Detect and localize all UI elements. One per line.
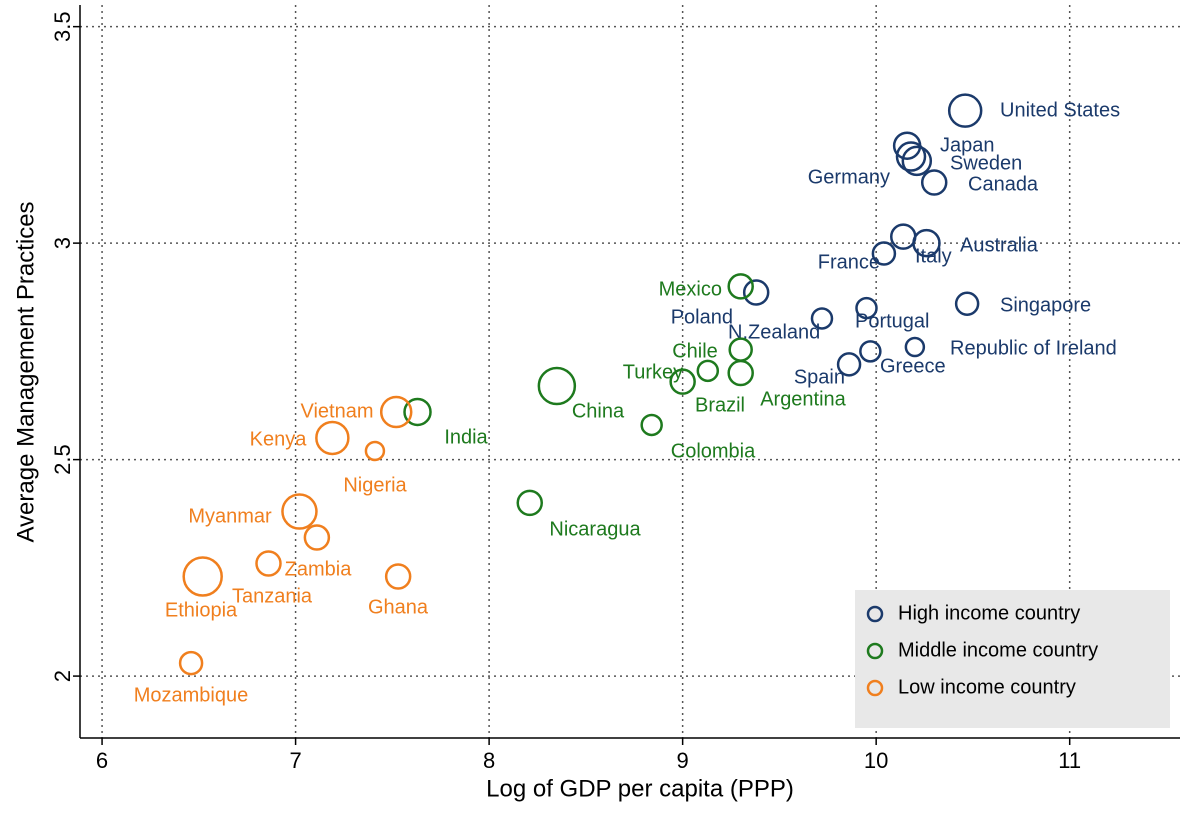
bubble [871, 241, 897, 266]
data-label: Sweden [950, 152, 1022, 174]
x-axis-title: Log of GDP per capita (PPP) [486, 775, 794, 802]
x-tick-label: 10 [864, 748, 888, 773]
data-label: Spain [794, 366, 845, 388]
data-label: Ghana [368, 596, 429, 618]
bubble [537, 366, 577, 406]
bubble [281, 493, 318, 530]
data-label: Japan [940, 134, 995, 156]
data-label: Colombia [671, 440, 756, 462]
x-tick-label: 6 [96, 748, 108, 773]
data-label: Canada [968, 173, 1039, 195]
bubble [384, 563, 412, 590]
data-label: Nigeria [343, 474, 407, 496]
data-label: Vietnam [300, 400, 373, 422]
x-tick-label: 9 [677, 748, 689, 773]
legend-marker [866, 679, 884, 697]
data-label: Zambia [285, 558, 353, 580]
bubble [255, 550, 282, 577]
bubble [836, 352, 862, 377]
bubble [912, 228, 941, 258]
data-label: Singapore [1000, 294, 1091, 316]
data-label: Italy [915, 245, 952, 267]
legend-label: Low income country [898, 676, 1076, 698]
data-label: N.Zealand [728, 321, 820, 343]
data-label: United States [1000, 99, 1120, 121]
data-label: Nicaragua [549, 518, 641, 540]
data-label: Brazil [695, 394, 745, 416]
legend-marker [866, 605, 884, 623]
bubble [810, 307, 834, 330]
data-label: Republic of Ireland [950, 337, 1117, 359]
bubble [727, 273, 754, 300]
data-label: Mozambique [134, 684, 249, 706]
y-tick-label: 2 [50, 670, 75, 682]
bubble [859, 340, 882, 363]
bubble [364, 440, 386, 462]
bubble [904, 336, 926, 358]
bubble [516, 489, 544, 517]
bubble [742, 279, 770, 306]
bubble [696, 359, 720, 383]
legend-marker [866, 642, 884, 660]
bubble [182, 556, 223, 597]
legend-label: High income country [898, 602, 1080, 624]
bubble [947, 93, 983, 128]
data-label: Myanmar [188, 505, 272, 527]
data-label: Chile [672, 340, 718, 362]
bubble [640, 413, 663, 437]
legend-box [855, 590, 1170, 728]
data-label: India [444, 426, 488, 448]
bubble [954, 291, 980, 316]
bubble [303, 524, 331, 551]
data-label: France [818, 251, 880, 273]
bubble [890, 223, 917, 250]
bubble [920, 169, 948, 196]
bubble [379, 395, 413, 429]
data-label: Poland [671, 306, 733, 328]
data-label: Greece [880, 355, 946, 377]
bubble [669, 368, 696, 395]
data-label: Australia [960, 234, 1039, 256]
y-tick-label: 2.5 [50, 444, 75, 475]
bubble [315, 420, 350, 456]
legend-label: Middle income country [898, 639, 1098, 661]
y-tick-label: 3.5 [50, 11, 75, 42]
data-label: Tanzania [232, 585, 313, 607]
data-label: Ethiopia [165, 599, 238, 621]
x-tick-label: 8 [483, 748, 495, 773]
bubble [895, 141, 927, 172]
y-tick-label: 3 [50, 237, 75, 249]
data-label: China [572, 400, 625, 422]
x-tick-label: 7 [289, 748, 301, 773]
bubble [727, 359, 754, 387]
data-label: Portugal [855, 310, 930, 332]
data-label: Germany [808, 166, 890, 188]
x-tick-label: 11 [1058, 748, 1081, 773]
bubble [855, 296, 878, 320]
bubble [178, 650, 204, 676]
y-axis-title: Average Management Practices [12, 201, 39, 542]
data-label: Turkey [623, 361, 683, 383]
data-label: Kenya [250, 428, 308, 450]
data-label: Argentina [760, 388, 846, 410]
bubble [403, 397, 432, 427]
data-label: Mexico [659, 278, 722, 300]
bubble [901, 145, 933, 177]
legend: High income country Middle income country… [855, 590, 1170, 728]
